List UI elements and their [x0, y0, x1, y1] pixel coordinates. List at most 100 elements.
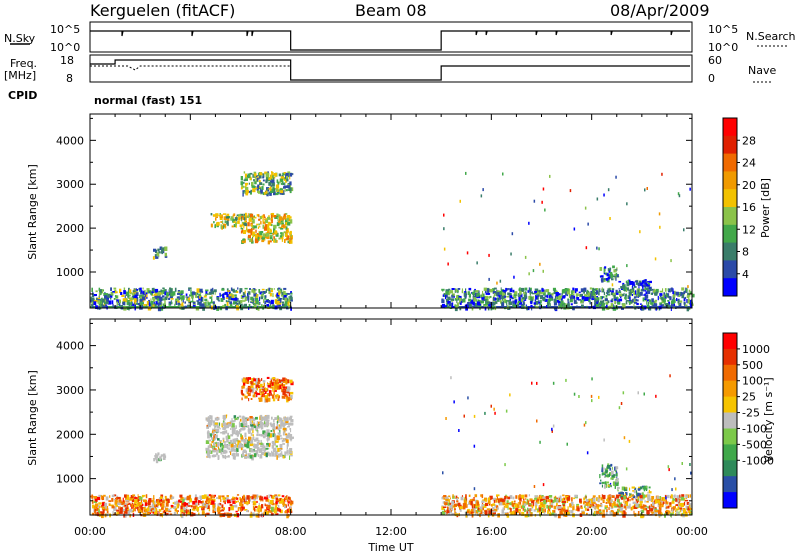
scatter-cell [448, 495, 451, 498]
scatter-cell [278, 302, 282, 305]
scatter-cell [552, 510, 554, 514]
scatter-cell [659, 499, 663, 503]
scatter-cell [265, 219, 269, 224]
scatter-cell [474, 510, 479, 514]
scatter-cell [286, 235, 288, 238]
scatter-cell [280, 232, 283, 235]
scatter-cell [618, 280, 622, 283]
scatter-cell [90, 495, 94, 498]
scatter-cell [118, 501, 121, 504]
scatter-cell [644, 188, 646, 192]
scatter-cell [592, 288, 596, 291]
scatter-cell [222, 415, 226, 419]
scatter-cell [510, 508, 512, 512]
scatter-cell [140, 499, 142, 503]
scatter-cell [584, 298, 586, 302]
scatter-cell [497, 496, 498, 500]
scatter-cell [261, 504, 264, 508]
scatter-cell [585, 499, 589, 503]
scatter-cell [568, 288, 571, 293]
scatter-cell [235, 453, 239, 457]
scatter-cell [489, 495, 493, 500]
scatter-cell [476, 261, 478, 265]
scatter-cell [258, 187, 262, 190]
scatter-cell [271, 377, 273, 380]
scatter-cell [262, 233, 266, 238]
scatter-cell [172, 505, 176, 509]
scatter-cell [444, 305, 448, 307]
scatter-cell [551, 429, 553, 433]
scatter-cell [456, 290, 459, 293]
scatter-cell [573, 300, 577, 304]
scatter-cell [262, 394, 265, 398]
scatter-cell [522, 301, 525, 305]
scatter-cell [233, 301, 235, 305]
scatter-cell [525, 304, 527, 309]
scatter-cell [561, 289, 566, 294]
scatter-cell [240, 444, 244, 449]
scatter-cell [233, 221, 237, 224]
cpid-value: normal (fast) 151 [94, 94, 202, 107]
scatter-cell [575, 293, 579, 297]
scatter-cell [213, 428, 217, 432]
scatter-cell [633, 303, 635, 308]
scatter-cell [506, 302, 508, 306]
scatter-cell [203, 506, 206, 509]
scatter-cell [494, 411, 496, 415]
scatter-cell [207, 423, 211, 428]
scatter-cell [508, 292, 512, 296]
scatter-cell [244, 444, 248, 448]
scatter-cell [275, 192, 279, 196]
scatter-cell [454, 306, 458, 312]
scatter-cell [648, 498, 652, 501]
scatter-cell [642, 486, 646, 490]
scatter-cell [240, 447, 243, 451]
scatter-cell [285, 380, 288, 385]
scatter-cell [208, 419, 212, 424]
scatter-cell [205, 291, 208, 294]
scatter-cell [562, 504, 565, 507]
scatter-cell [249, 172, 253, 175]
scatter-cell [205, 447, 209, 451]
scatter-cell [489, 498, 492, 500]
scatter-cell [459, 298, 461, 303]
scatter-cell [671, 304, 675, 307]
scatter-cell [670, 494, 673, 499]
scatter-cell [253, 225, 257, 229]
scatter-cell [607, 463, 610, 465]
scatter-cell [659, 496, 662, 500]
scatter-cell [650, 510, 652, 513]
scatter-cell [94, 496, 97, 501]
scatter-cell [658, 506, 662, 510]
scatter-cell [257, 446, 260, 451]
scatter-cell [287, 453, 289, 456]
scatter-cell [272, 188, 276, 193]
scatter-cell [277, 418, 279, 422]
scatter-cell [251, 421, 253, 425]
scatter-cell [202, 500, 204, 504]
scatter-cell [650, 508, 654, 511]
scatter-cell [104, 299, 107, 302]
colorbar-segment [723, 444, 737, 461]
scatter-cell [257, 421, 260, 427]
scatter-cell [525, 497, 527, 500]
scatter-cell [586, 290, 589, 293]
scatter-cell [691, 303, 694, 306]
scatter-cell [244, 238, 246, 243]
scatter-cell [232, 500, 236, 504]
scatter-cell [688, 297, 690, 300]
scatter-cell [285, 433, 288, 436]
scatter-cell [237, 300, 239, 303]
scatter-cell [595, 296, 597, 299]
scatter-cell [609, 217, 611, 220]
scatter-cell [639, 230, 641, 234]
scatter-cell [263, 191, 267, 195]
scatter-cell [266, 236, 270, 240]
scatter-cell [116, 299, 118, 303]
scatter-cell [287, 220, 289, 223]
scatter-cell [119, 288, 122, 294]
scatter-cell [211, 445, 216, 450]
scatter-cell [264, 449, 267, 452]
scatter-cell [243, 295, 246, 298]
scatter-cell [151, 507, 154, 510]
